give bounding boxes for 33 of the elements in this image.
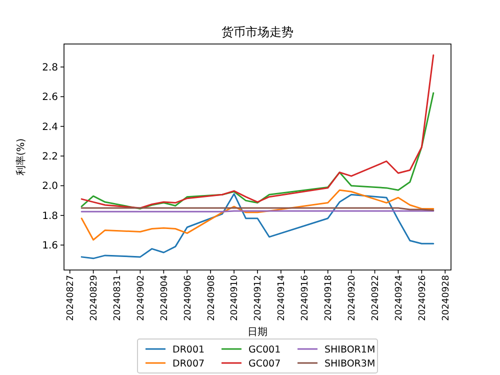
x-tick-label: 20240920 <box>348 274 358 321</box>
legend-label: SHIBOR3M <box>324 358 376 370</box>
y-tick-label: 2.0 <box>42 181 58 192</box>
chart-title: 货币市场走势 <box>222 25 294 39</box>
x-tick-label: 20240926 <box>418 274 428 321</box>
y-tick-label: 2.8 <box>42 62 58 74</box>
x-tick-label: 20240829 <box>90 274 100 321</box>
y-tick-label: 2.4 <box>42 122 58 133</box>
legend-label: GC007 <box>248 358 281 370</box>
legend-label: GC001 <box>248 344 281 356</box>
y-tick-label: 2.2 <box>42 152 58 163</box>
x-tick-label: 20240902 <box>136 275 146 321</box>
x-tick-label: 20240831 <box>112 275 123 321</box>
x-tick-label: 20240904 <box>160 274 170 321</box>
x-tick-label: 20240918 <box>324 274 334 321</box>
x-tick-label: 20240922 <box>370 275 381 321</box>
x-tick-label: 20240827 <box>66 275 76 321</box>
legend-label: DR007 <box>172 358 205 370</box>
x-axis-title: 日期 <box>248 326 268 338</box>
x-tick-label: 20240916 <box>300 274 311 321</box>
x-tick-label: 20240910 <box>230 274 240 321</box>
legend-label: SHIBOR1M <box>324 344 376 356</box>
x-tick-label: 20240908 <box>206 274 217 321</box>
x-tick-label: 20240914 <box>277 274 288 321</box>
x-tick-label: 20240906 <box>183 274 194 321</box>
y-axis-title: 利率(%) <box>15 138 27 176</box>
x-tick-label: 20240912 <box>254 275 264 321</box>
legend-label: DR001 <box>172 344 205 356</box>
y-tick-label: 1.6 <box>42 240 58 252</box>
x-tick-label: 20240924 <box>394 274 404 321</box>
x-tick-label: 20240928 <box>441 274 452 321</box>
y-tick-label: 2.6 <box>42 92 58 104</box>
y-tick-label: 1.8 <box>42 210 58 222</box>
